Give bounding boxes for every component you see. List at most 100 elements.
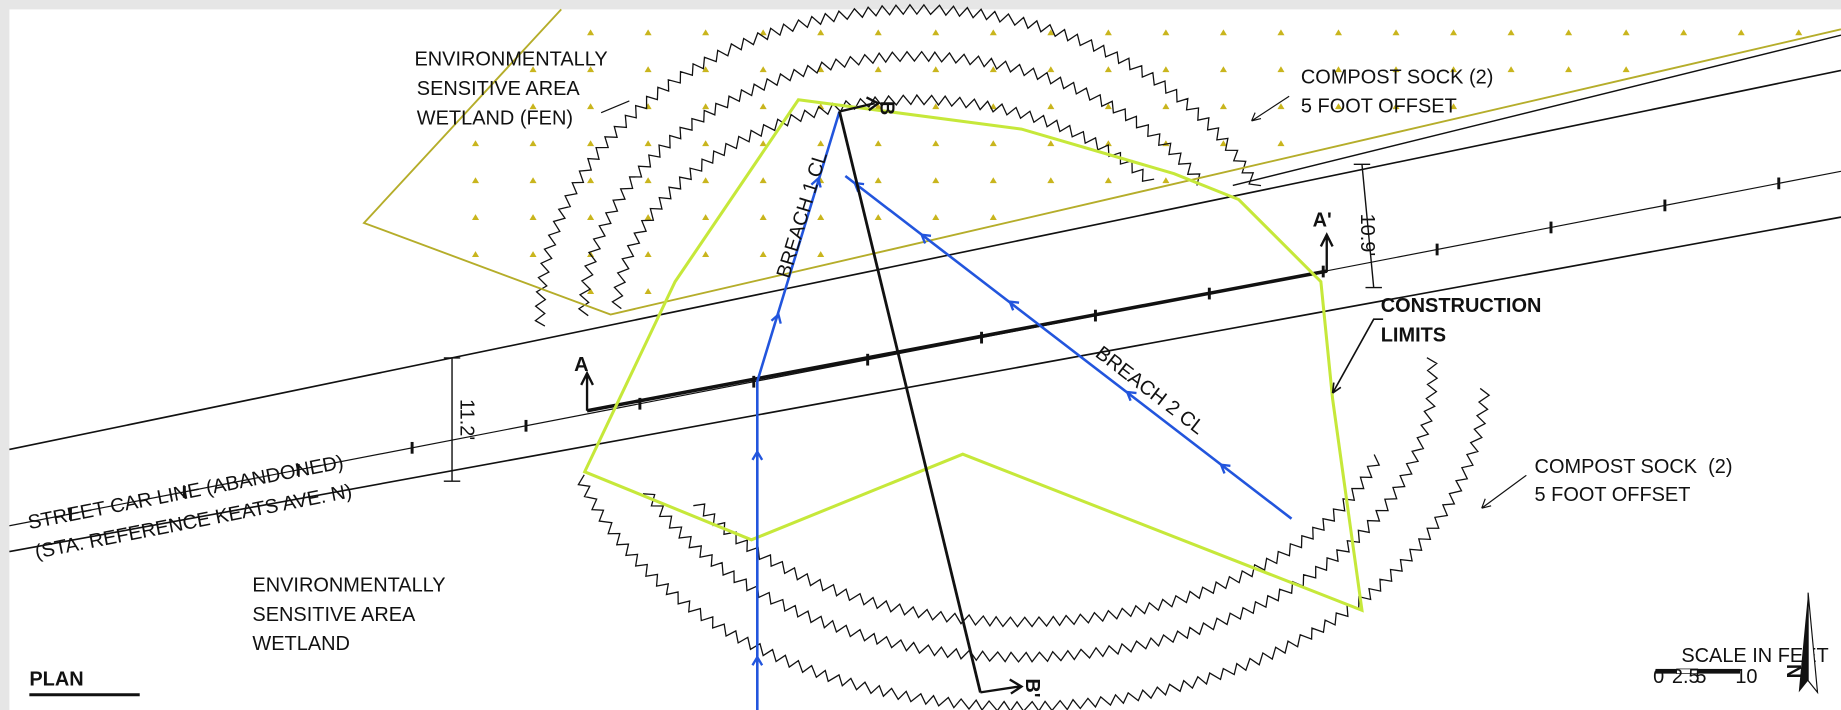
wetland-symbol	[1334, 29, 1343, 36]
wetland-symbol	[1219, 29, 1227, 36]
wetland-symbol	[702, 66, 710, 73]
label: SENSITIVE AREA	[252, 604, 416, 626]
wetland-symbol	[817, 251, 825, 258]
flow-arrow	[919, 233, 932, 244]
compost-sock	[642, 357, 1439, 663]
wetland-symbol	[471, 140, 480, 147]
section-b-line	[838, 111, 982, 693]
flow-arrow	[1219, 463, 1231, 474]
wetland-symbol	[587, 29, 595, 36]
section-label: A'	[1313, 209, 1332, 231]
wetland-symbol	[644, 66, 652, 73]
flow-arrow	[751, 654, 764, 666]
centerline-ticks	[68, 177, 1781, 520]
section-arrow	[580, 370, 594, 411]
label: COMPOST SOCK (2)	[1301, 66, 1493, 88]
wetland-symbol	[1334, 103, 1343, 110]
dimension-label: 10.9'	[1356, 214, 1378, 257]
wetland-symbol	[702, 214, 710, 221]
wetland-symbol	[989, 214, 997, 221]
wetland-symbol	[874, 214, 882, 221]
wetland-symbol	[874, 66, 882, 73]
wetland-symbol	[817, 214, 825, 221]
wetland-symbol	[587, 66, 595, 73]
wetland-symbol	[702, 140, 710, 147]
wetland-symbol	[587, 103, 595, 110]
wetland-symbol	[1392, 66, 1400, 73]
wetland-symbol	[1392, 103, 1400, 110]
wetland-symbol	[587, 288, 595, 294]
wetland-symbol	[1565, 66, 1573, 73]
fen-boundary	[362, 8, 1841, 316]
wetland-symbol	[932, 214, 940, 221]
wetland-symbol	[471, 214, 480, 221]
wetland-symbol	[989, 140, 997, 147]
flow-arrows	[751, 176, 1231, 666]
wetland-symbol	[644, 251, 652, 258]
scale-tick: 10	[1735, 666, 1757, 688]
wetland-symbol	[1219, 140, 1227, 147]
road-edge	[9, 216, 1841, 553]
wetland-symbol	[1162, 66, 1170, 73]
scale-bar	[1655, 668, 1741, 674]
breach-1-line	[756, 111, 841, 710]
wetland-symbol	[1277, 29, 1285, 36]
wetland-symbol	[759, 66, 767, 73]
wetland-symbol	[1047, 103, 1055, 110]
wetland-symbol	[1795, 29, 1803, 36]
label: WETLAND	[252, 633, 350, 655]
wetland-symbol	[702, 29, 710, 36]
wetland-symbol	[644, 177, 652, 184]
wetland-symbol	[529, 214, 537, 221]
wetland-symbol	[471, 251, 480, 258]
scale-tick: 2.5	[1672, 666, 1700, 688]
wetland-symbol	[702, 177, 710, 184]
wetland-symbol	[1162, 103, 1170, 110]
construction-limits	[582, 98, 1364, 613]
flow-arrow	[810, 176, 822, 188]
flow-arrow	[751, 449, 764, 461]
wetland-symbol	[932, 66, 940, 73]
north-arrow	[1798, 592, 1809, 693]
section-arrow	[839, 96, 881, 113]
wetland-symbol	[1104, 103, 1112, 110]
wetland-symbol	[1104, 177, 1112, 184]
wetland-symbol	[529, 140, 537, 147]
scale-tick: 0	[1653, 666, 1664, 688]
wetland-symbol	[817, 66, 825, 73]
wetland-symbol	[1450, 66, 1458, 73]
sheet	[9, 9, 1841, 710]
wetland-symbol	[759, 140, 767, 147]
flow-arrow	[770, 312, 782, 324]
section-a-line	[586, 269, 1328, 413]
label: SENSITIVE AREA	[417, 78, 581, 100]
wetland-symbol	[644, 140, 652, 147]
wetland-symbol	[1507, 29, 1515, 36]
wetland-symbol	[874, 103, 882, 110]
section-arrow	[980, 678, 1024, 695]
wetland-symbol	[1047, 140, 1055, 147]
wetland-symbol	[587, 177, 595, 184]
dimension-label: 11.2'	[455, 399, 477, 440]
leader	[600, 100, 630, 114]
breach-2-line	[844, 175, 1293, 520]
wetland-symbol	[529, 177, 537, 184]
wetland-symbol	[1162, 177, 1170, 184]
wetland-symbol	[1104, 66, 1112, 73]
leader	[1331, 318, 1384, 394]
label: CONSTRUCTION	[1381, 295, 1542, 317]
flow-arrow	[1007, 300, 1020, 311]
leader	[1481, 474, 1527, 509]
scale-tick: 5	[1695, 666, 1706, 688]
wetland-symbol	[471, 177, 480, 184]
label: ENVIRONMENTALLY	[252, 574, 445, 596]
wetland-symbol	[874, 140, 882, 147]
section-arrow	[1319, 232, 1334, 273]
wetland-symbol	[1680, 29, 1688, 36]
plan-title: PLAN	[29, 668, 83, 690]
wetland-symbol	[1047, 29, 1055, 36]
wetland-symbol	[989, 177, 997, 184]
scale-segment	[1697, 668, 1741, 674]
